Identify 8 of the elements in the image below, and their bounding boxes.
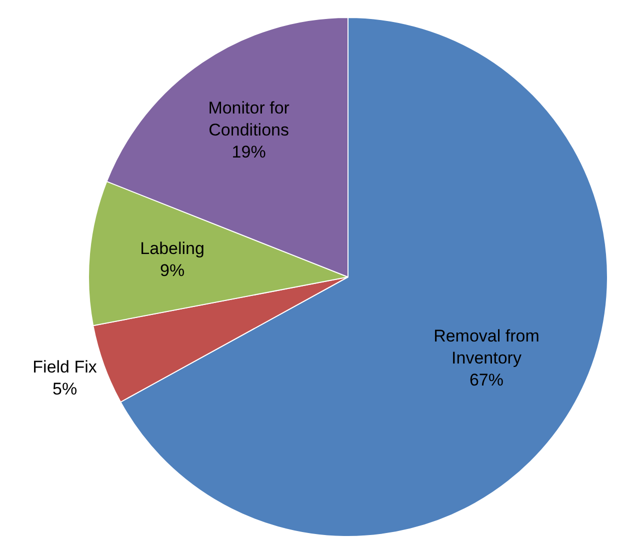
slice-label: Field Fix [32, 358, 98, 377]
slice-label: Removal from Inventory [434, 326, 540, 368]
data-label: 9% [160, 261, 185, 280]
data-label: 5% [52, 380, 78, 399]
slice-label: Monitor for Conditions [208, 98, 290, 140]
data-label: 19% [232, 142, 266, 162]
data-label: 67% [469, 370, 504, 390]
slice-label: Labeling [140, 239, 204, 258]
